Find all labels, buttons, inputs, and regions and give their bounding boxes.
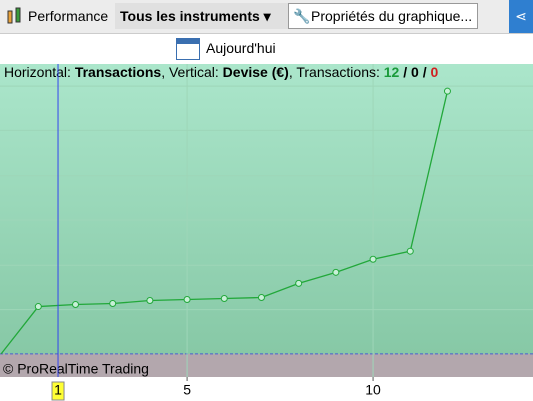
toolbar: Performance Tous les instruments ▾ 🔧 Prop… bbox=[0, 0, 533, 34]
cursor-label: 1 bbox=[54, 382, 62, 398]
point bbox=[295, 279, 303, 287]
x-tick-label: 5 bbox=[183, 382, 191, 398]
negative-zone bbox=[0, 353, 533, 377]
point bbox=[257, 293, 265, 301]
point bbox=[220, 294, 228, 302]
point bbox=[146, 297, 154, 305]
t: Horizontal: bbox=[4, 64, 71, 80]
t: 0 bbox=[430, 64, 438, 80]
label: Performance bbox=[28, 8, 109, 24]
chart: Horizontal: Transactions, Vertical: Devi… bbox=[0, 64, 533, 401]
point bbox=[332, 268, 340, 276]
icon: 🔧 bbox=[293, 8, 311, 24]
label: Tous les instruments bbox=[120, 8, 260, 24]
point bbox=[72, 301, 80, 309]
t: , Transactions: bbox=[289, 64, 380, 80]
calendar-icon[interactable] bbox=[176, 38, 200, 60]
point bbox=[443, 87, 451, 95]
t: 0 bbox=[411, 64, 419, 80]
point bbox=[183, 296, 191, 304]
performance-button[interactable]: Performance bbox=[2, 3, 112, 29]
instruments-dropdown[interactable]: Tous les instruments ▾ bbox=[115, 3, 290, 29]
t: / bbox=[423, 64, 427, 80]
t: Devise (€) bbox=[223, 64, 289, 80]
t: Transactions bbox=[75, 64, 162, 80]
date-bar: Aujourd'hui bbox=[0, 34, 533, 64]
x-tick-label: 10 bbox=[365, 382, 381, 398]
t: / bbox=[403, 64, 407, 80]
label: Propriétés du graphique... bbox=[311, 8, 473, 24]
info-line: Horizontal: Transactions, Vertical: Devi… bbox=[4, 64, 438, 80]
x-axis-strip bbox=[0, 377, 533, 401]
today-button[interactable]: Aujourd'hui bbox=[206, 40, 276, 56]
properties-button[interactable]: 🔧 Propriétés du graphique... bbox=[288, 3, 478, 29]
icon bbox=[7, 7, 21, 24]
share-button[interactable]: ⋖ bbox=[509, 0, 533, 33]
t: , Vertical: bbox=[161, 64, 219, 80]
copyright: © ProRealTime Trading bbox=[3, 361, 149, 377]
point bbox=[34, 303, 42, 311]
cursor-label-bg bbox=[51, 381, 65, 401]
plot-bg bbox=[0, 64, 533, 377]
point bbox=[406, 247, 414, 255]
point bbox=[109, 300, 117, 308]
t: 12 bbox=[384, 64, 400, 80]
point bbox=[369, 255, 377, 263]
